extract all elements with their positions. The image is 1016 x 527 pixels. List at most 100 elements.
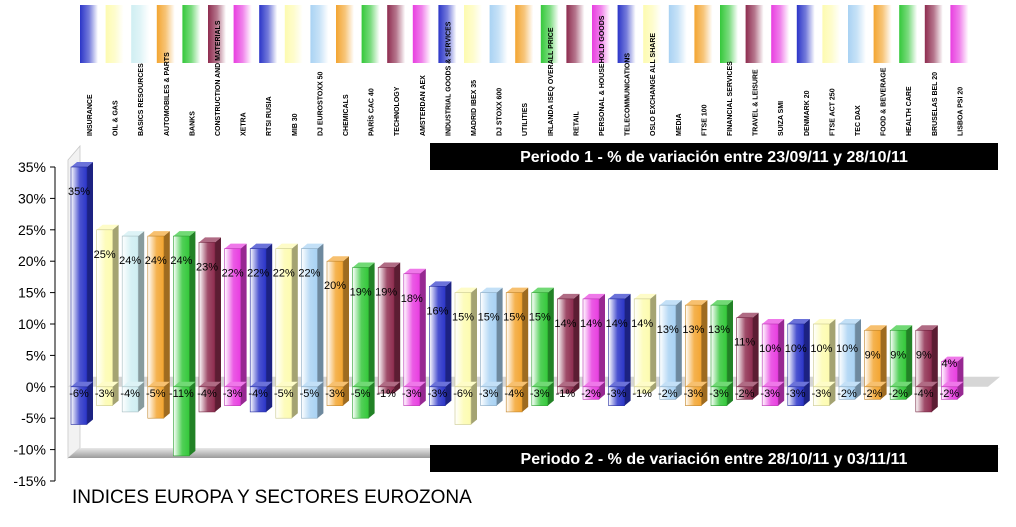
bar (403, 268, 426, 388)
legend-swatch (233, 5, 252, 63)
bar (198, 381, 221, 413)
bar-side (419, 268, 426, 387)
category-label: BASICS RESOURCES (138, 63, 145, 136)
bar-side (419, 381, 426, 406)
bar-top (557, 293, 580, 299)
bar-front (838, 386, 856, 400)
data-label: -3% (760, 388, 780, 400)
bar (480, 381, 503, 406)
bar-top (608, 293, 631, 299)
legend-swatch (156, 5, 175, 63)
bar-side (675, 381, 682, 400)
bar-top (71, 162, 93, 167)
bar-top (583, 293, 605, 299)
data-label: -3% (428, 388, 448, 400)
data-label: 19% (350, 286, 372, 298)
data-label: 13% (708, 324, 730, 336)
bar (301, 381, 324, 419)
bar (659, 300, 682, 388)
bar-top (224, 381, 247, 387)
bar (736, 381, 759, 400)
bar-front (531, 292, 549, 388)
category-label: AUTOMOBILES & PARTS (164, 52, 171, 136)
bar-top (327, 381, 349, 387)
category-label: PARÍS CAC 40 (367, 88, 376, 136)
bar-side (112, 381, 119, 406)
legend-swatch (899, 5, 918, 63)
legend-swatch (822, 5, 841, 63)
bar-front (96, 386, 113, 406)
bar-side (855, 381, 861, 400)
bar-front (761, 386, 779, 406)
bar-top (199, 237, 221, 243)
bar-top (634, 293, 657, 299)
bar-front (454, 292, 472, 388)
bar-top (96, 224, 119, 230)
data-label: 9% (890, 349, 906, 361)
data-label: 10% (785, 343, 807, 355)
bar-top (531, 381, 554, 387)
bar (838, 319, 861, 388)
category-label: RTSI RUSIA (266, 96, 273, 136)
legend-swatch (515, 5, 534, 63)
bar-side (727, 381, 733, 406)
data-label: 14% (580, 318, 602, 330)
bar (557, 293, 580, 388)
data-label: -1% (632, 388, 652, 400)
bar-top (557, 381, 580, 387)
bar-top (864, 325, 887, 331)
data-label: 35% (68, 186, 90, 198)
bar (147, 381, 170, 419)
bar (275, 243, 298, 388)
bar-front (70, 386, 88, 425)
bar-side (87, 381, 93, 425)
bar-top (762, 319, 785, 324)
bar-front (505, 292, 523, 388)
bar-top (122, 381, 145, 387)
bar (761, 381, 785, 406)
bar-front (249, 386, 267, 413)
y-axis: 35% 30% 25% 20% 15% 10% 5% 0% -5% -10% -15% (13, 159, 56, 489)
bar-top (941, 381, 964, 387)
bar-top (634, 381, 657, 387)
category-label: PERSONAL & HOUSEHOLD GOODS (599, 15, 606, 136)
bar-side (650, 381, 657, 394)
data-label: -3% (812, 388, 832, 400)
bar-side (189, 231, 196, 387)
bar-top (531, 287, 554, 293)
category-label: TECHNOLOGY (394, 86, 401, 136)
bar-top (455, 381, 477, 387)
category-label: HEALTH CARE (906, 86, 913, 136)
bar-front (70, 166, 88, 388)
data-label: -2% (735, 388, 755, 400)
bar (454, 381, 477, 425)
bar-top (685, 381, 708, 387)
bar (505, 381, 529, 413)
bar-side (496, 287, 503, 387)
bar-front (710, 386, 728, 406)
data-label: 15% (503, 312, 525, 324)
data-label: -5% (146, 388, 166, 400)
bar (659, 381, 682, 400)
bar (326, 256, 349, 388)
bar (70, 162, 93, 388)
bar-top (250, 381, 273, 387)
bar-side (471, 287, 477, 387)
category-label: RETAIL (573, 111, 580, 136)
bar-front (147, 386, 165, 419)
legend-swatch (540, 5, 559, 63)
bar (70, 381, 93, 425)
bar-side (266, 381, 273, 412)
bar-top (378, 262, 401, 268)
legend-swatch (387, 5, 406, 63)
data-label: 15% (478, 312, 500, 324)
bar-front (608, 298, 625, 388)
bar-front (659, 304, 677, 388)
bar (838, 381, 861, 400)
category-label: UTILITIES (522, 103, 529, 136)
legend-swatch (796, 5, 815, 63)
data-label: -2% (581, 388, 601, 400)
bar (941, 381, 964, 400)
data-label: 23% (196, 261, 218, 273)
bar (173, 231, 196, 388)
